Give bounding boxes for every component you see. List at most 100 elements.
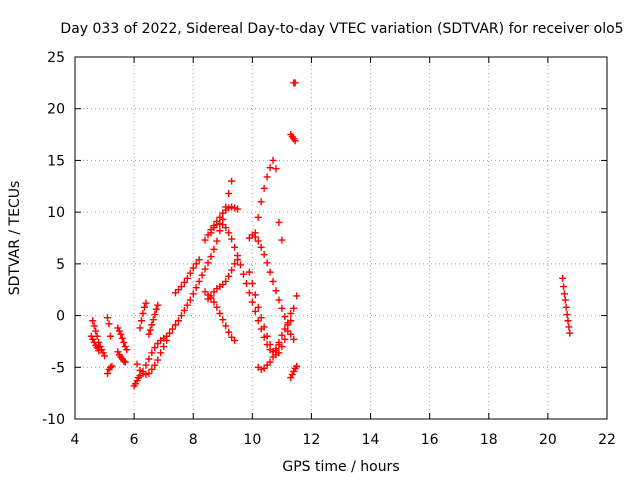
x-tick-label: 20 [539,432,557,448]
y-tick-label: 25 [47,50,65,66]
data-point [186,269,194,277]
data-point [560,290,568,298]
data-point [219,316,227,324]
data-point [284,327,292,335]
data-point [89,335,97,343]
data-point [225,272,233,280]
data-point [142,361,150,369]
data-point [180,306,188,314]
data-point [260,184,268,192]
data-point [269,277,277,285]
data-point [114,348,122,356]
data-point [222,322,230,330]
data-point [180,278,188,286]
data-point [290,335,298,343]
data-point [186,296,194,304]
data-point [166,329,174,337]
data-point [225,190,233,198]
data-point [565,323,573,331]
data-point [272,287,280,295]
data-point [189,290,197,298]
data-point [248,298,256,306]
data-point [231,336,239,344]
data-point [163,336,171,344]
data-point [148,349,156,357]
data-point [177,283,185,291]
data-point [257,198,265,206]
series-arc-2 [87,332,103,355]
y-tick-label: -10 [42,412,65,428]
data-point [133,360,141,368]
data-point [87,332,95,340]
data-point [269,353,277,361]
data-point [272,165,280,173]
data-point [201,236,209,244]
data-point [272,347,280,355]
series-arc-4 [104,362,116,377]
data-point [281,313,289,321]
series-arc-10 [145,301,162,338]
data-point [108,362,116,370]
data-point [151,344,159,352]
data-point [225,328,233,336]
chart-title: Day 033 of 2022, Sidereal Day-to-day VTE… [60,21,623,37]
series-arc-7 [130,177,236,390]
data-point [245,268,253,276]
data-point [183,274,191,282]
data-point [118,334,126,342]
data-point [293,362,301,370]
data-point [266,341,274,349]
series-arc-1 [89,317,109,360]
data-point [275,218,283,226]
data-point [195,277,203,285]
data-point [154,301,162,309]
data-point [266,358,274,366]
data-point [171,321,179,329]
data-point [269,156,277,164]
data-point [207,229,215,237]
data-point [293,292,301,300]
data-point [151,311,159,319]
data-point [149,316,157,324]
data-point [559,274,567,282]
data-point [234,205,242,213]
data-point [239,270,247,278]
data-point [278,236,286,244]
data-point [210,245,218,253]
x-tick-label: 22 [598,432,616,448]
data-point [138,317,145,325]
data-point [237,261,245,269]
data-point [231,260,239,268]
data-point [287,310,295,318]
data-point [216,213,224,221]
data-point [154,356,162,364]
data-point [192,260,200,268]
x-tick-label: 16 [421,432,439,448]
data-point [251,229,259,237]
y-tick-labels: -10 -5 0 5 10 15 20 25 [42,50,65,428]
data-point [207,253,215,261]
data-point [290,304,298,312]
data-point [260,251,268,259]
data-point [254,213,262,221]
series-arc-22 [290,79,299,87]
data-point [115,327,123,335]
series-arc-15 [204,256,242,303]
data-point [228,235,236,243]
series-arc-18 [251,156,286,244]
data-point [104,369,112,377]
series-arc-14 [201,288,239,344]
data-point [561,296,569,304]
data-point [281,335,289,343]
data-point [99,349,107,357]
data-point [105,320,113,328]
x-tick-label: 12 [303,432,321,448]
series-arc-20 [287,362,301,382]
data-point [562,303,570,311]
data-point [123,346,131,354]
data-point [121,343,129,351]
series-arc-6 [114,348,129,366]
series-arc-11 [171,256,203,297]
x-tick-label: 6 [130,432,139,448]
data-point [251,291,259,299]
